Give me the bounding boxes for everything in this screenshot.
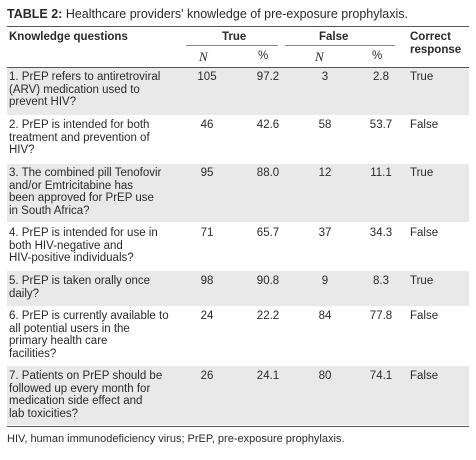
false-n-cell: 12 xyxy=(318,167,332,179)
table-row: 4. PrEP is intended for use in both HIV-… xyxy=(7,223,469,270)
true-n-cell: 26 xyxy=(200,370,214,382)
table-row: 5. PrEP is taken orally once daily? 98 9… xyxy=(7,271,469,306)
true-pct-cell: 90.8 xyxy=(256,275,280,287)
question-cell: 7. Patients on PrEP should be followed u… xyxy=(9,370,163,420)
question-cell: 5. PrEP is taken orally once daily? xyxy=(9,275,151,300)
table-footnote: HIV, human immunodeficiency virus; PrEP,… xyxy=(7,433,345,445)
question-cell: 3. The combined pill Tenofovir and/or Em… xyxy=(9,167,162,217)
header-true-pct: % xyxy=(258,50,269,62)
true-n-cell: 46 xyxy=(200,119,214,131)
true-n-cell: 95 xyxy=(200,167,214,179)
false-n-cell: 84 xyxy=(318,310,332,322)
true-n-cell: 98 xyxy=(200,275,214,287)
false-group-line xyxy=(285,45,395,46)
correct-response-cell: True xyxy=(410,275,434,287)
true-n-cell: 105 xyxy=(197,71,217,83)
header-knowledge-questions: Knowledge questions xyxy=(9,31,128,43)
table-row: 6. PrEP is currently available to all po… xyxy=(7,307,469,365)
bottom-rule xyxy=(7,426,469,427)
table-row: 2. PrEP is intended for both treatment a… xyxy=(7,116,469,163)
header-true-n: N xyxy=(199,49,208,64)
false-n-cell: 37 xyxy=(318,227,332,239)
correct-response-cell: False xyxy=(410,227,439,239)
header-rule xyxy=(7,67,469,68)
false-n-cell: 58 xyxy=(318,119,332,131)
false-n-cell: 3 xyxy=(321,71,329,83)
false-pct-cell: 77.8 xyxy=(369,310,393,322)
header-false: False xyxy=(319,31,349,43)
false-pct-cell: 53.7 xyxy=(369,119,393,131)
table-row: 7. Patients on PrEP should be followed u… xyxy=(7,366,469,425)
table-row: 1. PrEP refers to antiretroviral (ARV) m… xyxy=(7,68,469,115)
true-pct-cell: 42.6 xyxy=(256,119,280,131)
header-correct-response: Correct response xyxy=(410,31,462,56)
false-pct-cell: 11.1 xyxy=(370,167,392,179)
true-pct-cell: 88.0 xyxy=(256,167,280,179)
true-pct-cell: 97.2 xyxy=(256,71,280,83)
caption-label: TABLE 2: xyxy=(7,7,63,21)
question-cell: 1. PrEP refers to antiretroviral (ARV) m… xyxy=(9,71,161,108)
false-n-cell: 80 xyxy=(318,370,332,382)
correct-response-cell: True xyxy=(410,167,434,179)
question-cell: 2. PrEP is intended for both treatment a… xyxy=(9,119,150,156)
true-pct-cell: 65.7 xyxy=(256,227,280,239)
false-pct-cell: 8.3 xyxy=(373,275,389,287)
true-pct-cell: 22.2 xyxy=(256,310,280,322)
correct-response-cell: False xyxy=(410,119,439,131)
false-pct-cell: 74.1 xyxy=(369,370,393,382)
true-n-cell: 71 xyxy=(200,227,214,239)
false-pct-cell: 2.8 xyxy=(373,71,389,83)
false-pct-cell: 34.3 xyxy=(369,227,393,239)
header-true: True xyxy=(222,31,247,43)
question-cell: 6. PrEP is currently available to all po… xyxy=(9,310,169,360)
question-cell: 4. PrEP is intended for use in both HIV-… xyxy=(9,227,158,264)
correct-response-cell: False xyxy=(410,370,439,382)
true-pct-cell: 24.1 xyxy=(256,370,280,382)
table-row: 3. The combined pill Tenofovir and/or Em… xyxy=(7,164,469,222)
correct-response-cell: False xyxy=(410,310,439,322)
false-n-cell: 9 xyxy=(321,275,329,287)
table-caption: TABLE 2: Healthcare providers' knowledge… xyxy=(7,6,469,22)
caption-text: Healthcare providers' knowledge of pre-e… xyxy=(65,7,408,21)
correct-response-cell: True xyxy=(410,71,434,83)
header-false-pct: % xyxy=(372,50,383,62)
header-false-n: N xyxy=(315,49,324,64)
top-rule xyxy=(7,26,469,27)
true-n-cell: 24 xyxy=(200,310,214,322)
true-group-line xyxy=(186,45,278,46)
